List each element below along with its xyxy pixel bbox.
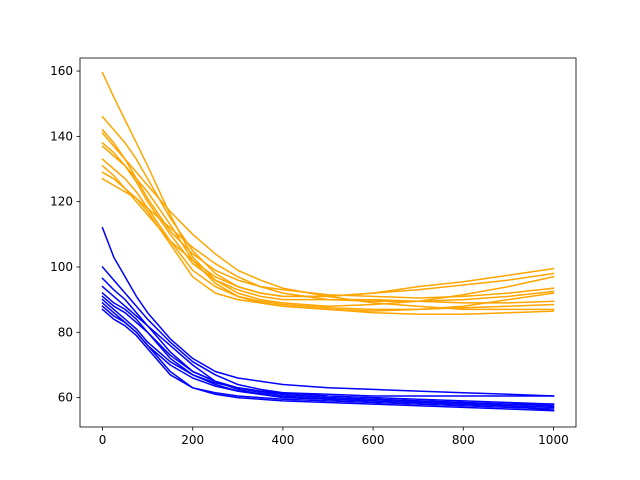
y-tick-label: 120 xyxy=(50,195,73,209)
x-tick-label: 600 xyxy=(362,433,385,447)
axes-frame xyxy=(79,57,577,428)
y-tick-label: 100 xyxy=(50,260,73,274)
series-line-group-b-20 xyxy=(101,308,555,410)
x-tick-label: 1000 xyxy=(538,433,569,447)
series-line-group-a-2 xyxy=(101,115,555,298)
series-line-group-b-19 xyxy=(101,305,555,412)
x-tick-label: 200 xyxy=(181,433,204,447)
plot-lines xyxy=(101,71,555,412)
y-tick-label: 140 xyxy=(50,129,73,143)
series-line-group-b-17 xyxy=(101,298,555,405)
series-line-group-a-4 xyxy=(101,132,555,311)
series-line-group-a-3 xyxy=(101,128,555,299)
series-line-group-b-12 xyxy=(101,265,555,405)
x-tick-label: 800 xyxy=(452,433,475,447)
series-line-group-a-10 xyxy=(101,177,555,303)
x-axis: 0 200 400 600 800 1000 xyxy=(99,427,569,447)
y-tick-label: 160 xyxy=(50,64,73,78)
series-line-group-a-9 xyxy=(101,171,555,312)
y-tick-label: 60 xyxy=(58,391,73,405)
series-line-group-b-11 xyxy=(101,226,555,397)
x-tick-label: 0 xyxy=(99,433,107,447)
series-line-group-b-14 xyxy=(101,285,555,409)
y-tick-label: 80 xyxy=(58,325,73,339)
y-axis: 60 80 100 120 140 160 xyxy=(50,64,80,405)
x-tick-label: 400 xyxy=(271,433,294,447)
series-line-group-a-8 xyxy=(101,164,555,298)
series-line-group-a-1 xyxy=(101,71,555,307)
series-line-group-a-5 xyxy=(101,141,555,304)
